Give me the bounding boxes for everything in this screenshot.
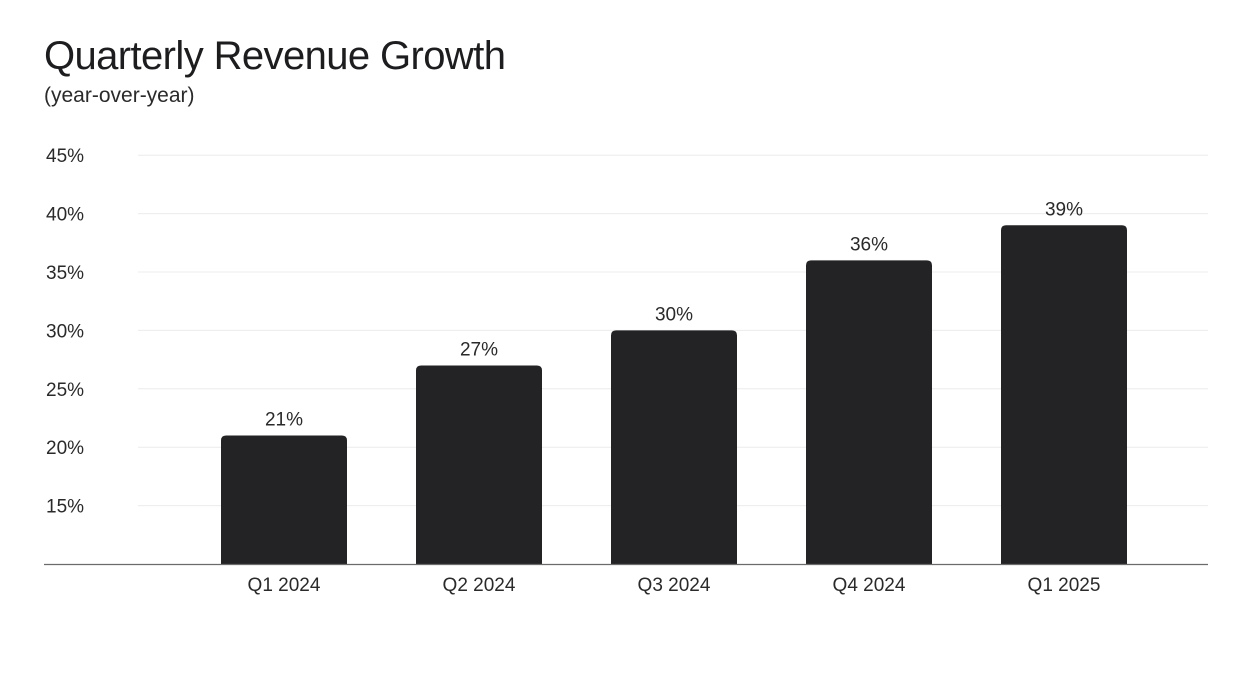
x-tick-label: Q4 2024 xyxy=(833,575,906,596)
bar-value-label: 36% xyxy=(850,234,888,255)
x-tick-label: Q1 2025 xyxy=(1028,575,1101,596)
bar-q1-2025 xyxy=(1001,225,1127,564)
bar-q2-2024 xyxy=(416,365,542,564)
chart-title: Quarterly Revenue Growth xyxy=(44,34,506,78)
y-tick-label: 40% xyxy=(46,205,84,226)
x-tick-label: Q3 2024 xyxy=(638,575,711,596)
x-axis-tick-labels: Q1 2024 Q2 2024 Q3 2024 Q4 2024 Q1 2025 xyxy=(248,575,1101,596)
bar-value-label: 30% xyxy=(655,304,693,325)
y-tick-label: 25% xyxy=(46,380,84,401)
bar-value-label: 21% xyxy=(265,410,303,431)
y-tick-label: 35% xyxy=(46,263,84,284)
bar-q3-2024 xyxy=(611,330,737,564)
y-axis-tick-labels: 15% 20% 25% 30% 35% 40% 45% xyxy=(46,146,84,517)
bar-q1-2024 xyxy=(221,435,347,564)
bar-q4-2024 xyxy=(806,260,932,564)
chart-subtitle: (year-over-year) xyxy=(44,84,195,107)
bar-value-label: 27% xyxy=(460,339,498,360)
y-tick-label: 30% xyxy=(46,321,84,342)
bar-value-label: 39% xyxy=(1045,199,1083,220)
bar-value-labels: 21% 27% 30% 36% 39% xyxy=(265,199,1083,430)
y-tick-label: 20% xyxy=(46,438,84,459)
y-tick-label: 45% xyxy=(46,146,84,167)
x-tick-label: Q1 2024 xyxy=(248,575,321,596)
y-tick-label: 15% xyxy=(46,497,84,518)
x-tick-label: Q2 2024 xyxy=(443,575,516,596)
bars xyxy=(221,225,1127,564)
